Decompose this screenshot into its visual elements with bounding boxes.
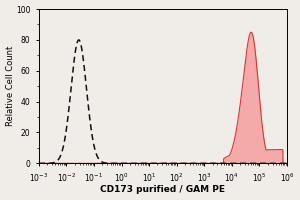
Y-axis label: Relative Cell Count: Relative Cell Count xyxy=(6,46,15,126)
X-axis label: CD173 purified / GAM PE: CD173 purified / GAM PE xyxy=(100,185,225,194)
